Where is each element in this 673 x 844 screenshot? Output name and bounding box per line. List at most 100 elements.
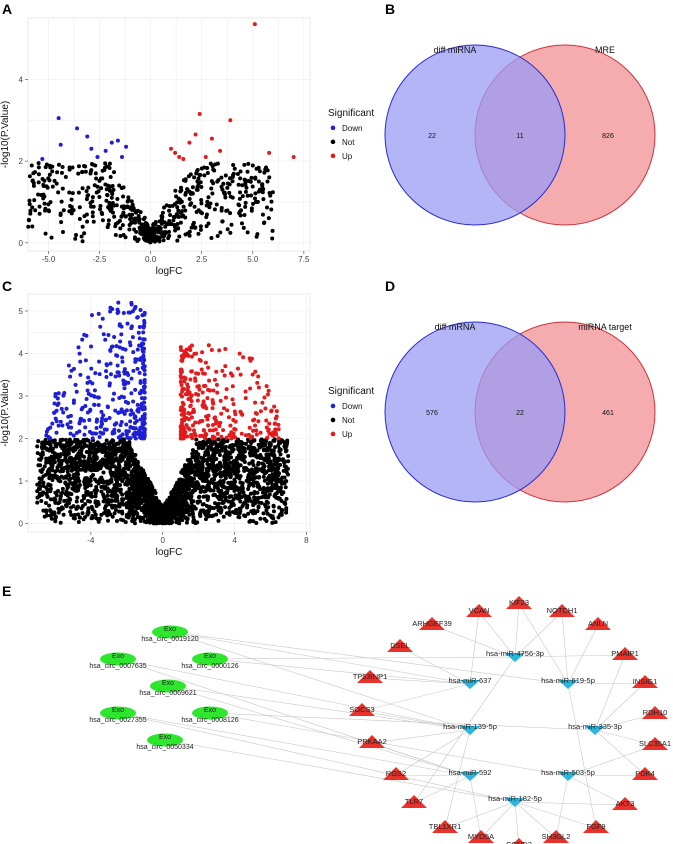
not-point — [58, 469, 63, 474]
circrna-tag: Exo — [204, 653, 216, 660]
gene-node: TP53INP1 — [353, 670, 387, 683]
up-point — [189, 369, 194, 374]
up-point — [267, 150, 272, 155]
not-point — [283, 485, 288, 490]
gene-node-shape — [432, 820, 458, 833]
down-point — [128, 419, 133, 424]
not-point — [249, 509, 254, 514]
not-point — [277, 505, 282, 510]
not-point — [198, 489, 203, 494]
not-point — [67, 209, 72, 214]
up-point — [218, 398, 223, 403]
not-point — [95, 467, 100, 472]
network-edge — [594, 729, 656, 746]
not-point — [268, 465, 273, 470]
not-point — [175, 517, 180, 522]
up-point — [224, 387, 229, 392]
not-point — [219, 175, 224, 180]
not-point — [205, 484, 210, 489]
down-point — [87, 417, 92, 422]
not-point — [46, 483, 51, 488]
not-point — [132, 476, 137, 481]
not-point — [199, 485, 204, 490]
not-point — [127, 227, 132, 232]
not-point — [218, 480, 223, 485]
mirna-node: hsa-miR-503-5p — [541, 768, 595, 781]
not-point — [66, 449, 71, 454]
up-point — [272, 421, 277, 426]
down-point — [142, 417, 147, 422]
not-point — [256, 504, 261, 509]
not-point — [80, 186, 85, 191]
up-point — [191, 428, 196, 433]
not-point — [204, 504, 209, 509]
not-point — [98, 462, 103, 467]
up-point — [219, 434, 224, 439]
not-point — [160, 511, 165, 516]
down-point — [121, 310, 126, 315]
up-point — [209, 136, 214, 141]
not-point — [286, 453, 291, 458]
not-point — [129, 205, 134, 210]
up-point — [179, 429, 184, 434]
not-point — [277, 441, 282, 446]
up-point — [214, 382, 219, 387]
not-point — [228, 211, 233, 216]
not-point — [95, 488, 100, 493]
not-point — [269, 199, 274, 204]
not-point — [190, 191, 195, 196]
up-point — [179, 412, 184, 417]
up-point — [186, 417, 191, 422]
gene-node: DSEL — [387, 639, 413, 652]
not-point — [31, 183, 36, 188]
not-point — [243, 500, 248, 505]
not-point — [109, 473, 114, 478]
up-point — [182, 407, 187, 412]
not-point — [201, 457, 206, 462]
not-point — [114, 518, 119, 523]
down-point — [128, 412, 133, 417]
down-point — [115, 138, 120, 143]
down-point — [56, 423, 61, 428]
not-point — [110, 460, 115, 465]
network-edge — [555, 775, 569, 839]
down-point — [102, 427, 107, 432]
network-edge — [371, 729, 471, 744]
not-point — [137, 515, 142, 520]
not-point — [155, 510, 160, 515]
down-point — [124, 422, 129, 427]
down-point — [124, 432, 129, 437]
circrna-node-shape — [147, 733, 183, 747]
down-point — [139, 388, 144, 393]
up-point — [198, 358, 203, 363]
down-point — [61, 410, 66, 415]
not-point — [225, 489, 230, 494]
not-point — [209, 462, 214, 467]
not-point — [114, 456, 119, 461]
not-point — [41, 480, 46, 485]
not-point — [227, 512, 232, 517]
not-point — [234, 460, 239, 465]
not-point — [165, 513, 170, 518]
not-point — [104, 164, 109, 169]
not-point — [270, 236, 275, 241]
not-point — [129, 470, 134, 475]
not-point — [266, 216, 271, 221]
down-point — [125, 435, 130, 440]
not-point — [116, 462, 121, 467]
not-point — [38, 452, 43, 457]
not-point — [178, 189, 183, 194]
up-point — [215, 390, 220, 395]
not-point — [86, 185, 91, 190]
not-point — [62, 449, 67, 454]
down-point — [83, 404, 88, 409]
not-point — [203, 517, 208, 522]
not-point — [126, 515, 131, 520]
not-point — [140, 224, 145, 229]
not-point — [229, 469, 234, 474]
not-point — [118, 454, 123, 459]
not-point — [101, 470, 106, 475]
down-point — [60, 423, 65, 428]
not-point — [109, 498, 114, 503]
not-point — [223, 472, 228, 477]
